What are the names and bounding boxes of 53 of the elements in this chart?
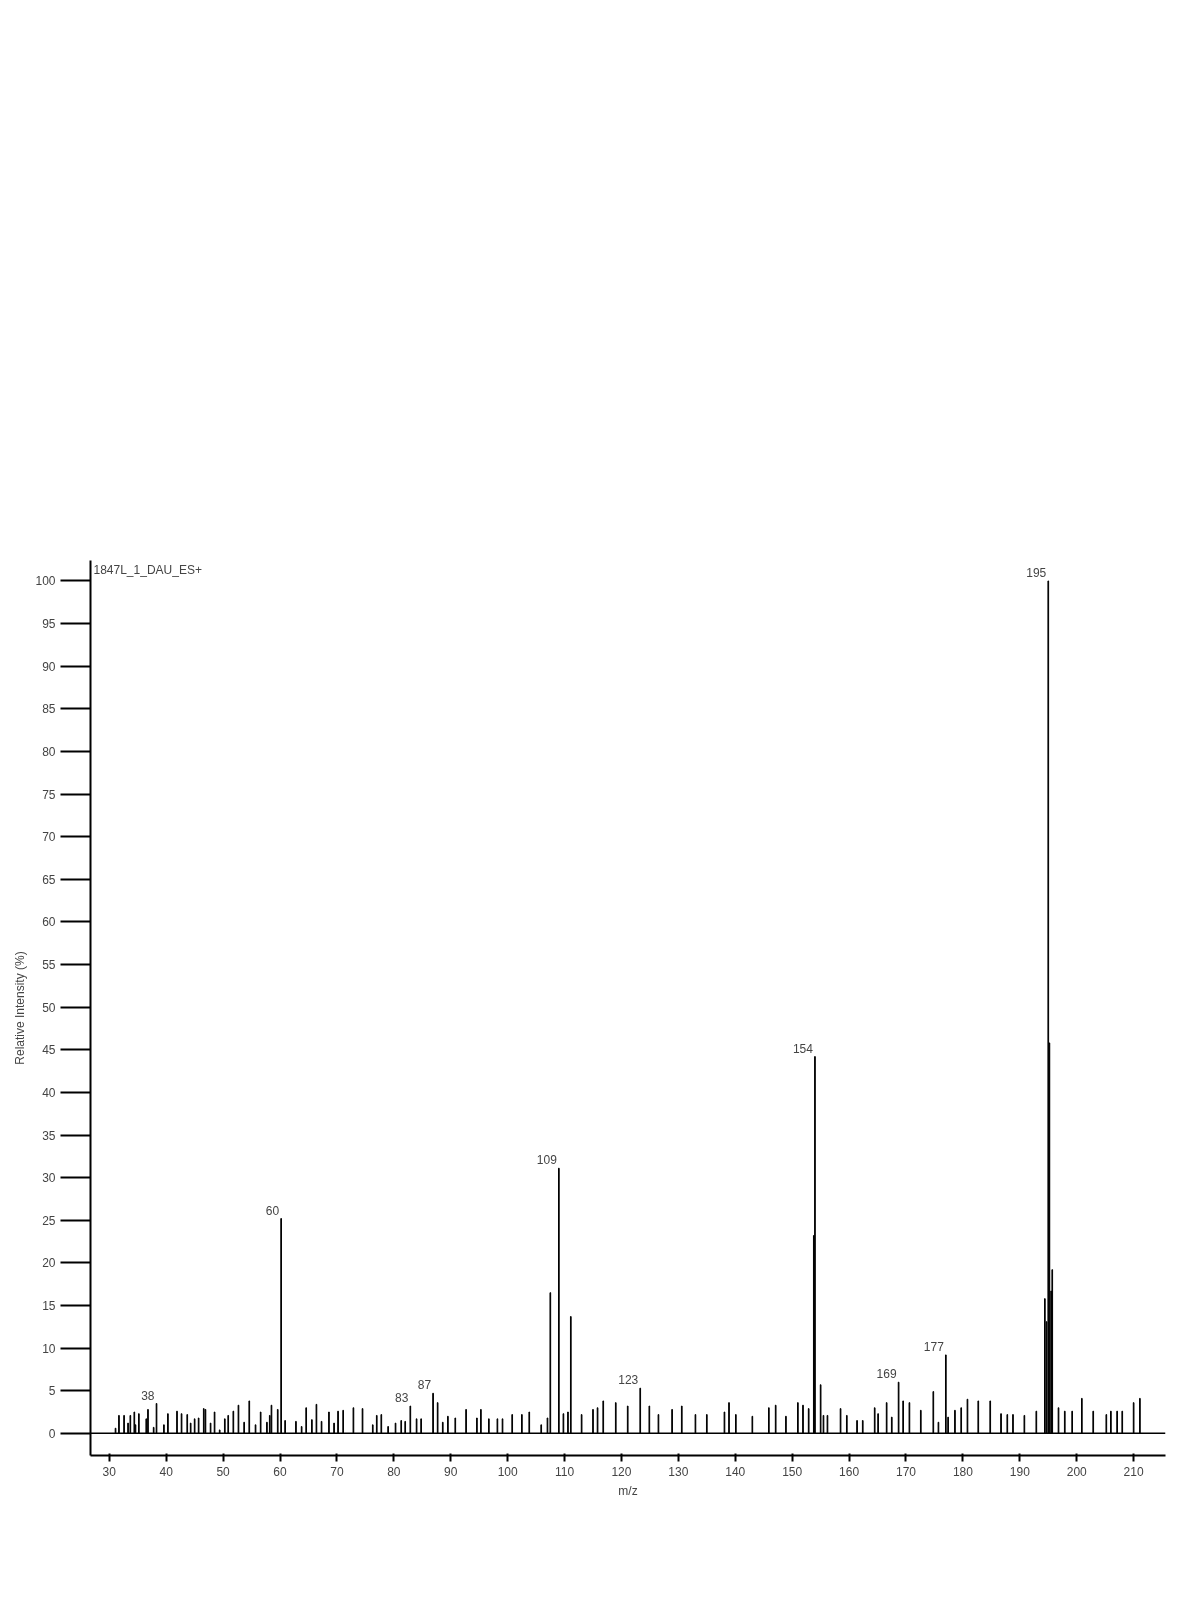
x-tick-label: 30 — [102, 1464, 117, 1479]
y-tick-label: 35 — [42, 1128, 56, 1143]
y-tick-label: 15 — [42, 1298, 56, 1313]
x-tick-label: 80 — [387, 1464, 401, 1479]
x-tick-label: 210 — [1123, 1464, 1144, 1479]
annotation: 109 — [536, 1153, 558, 1168]
x-tick-label: 50 — [216, 1464, 231, 1479]
y-tick-label: 55 — [42, 958, 56, 973]
y-tick-label: 70 — [42, 830, 56, 845]
y-tick-label: 100 — [35, 574, 56, 589]
annotation: 123 — [618, 1373, 639, 1388]
y-tick-label: 0 — [48, 1426, 56, 1441]
y-tick-label: 95 — [42, 617, 56, 632]
x-tick-label: 150 — [782, 1464, 803, 1479]
y-tick-label: 65 — [42, 872, 56, 887]
annotation: 38 — [141, 1388, 155, 1403]
y-tick-label: 80 — [42, 744, 56, 759]
annotation: 169 — [876, 1367, 897, 1382]
x-tick-label: 200 — [1066, 1464, 1088, 1479]
y-tick-label: 60 — [42, 915, 56, 930]
y-tick-label: 5 — [48, 1384, 56, 1399]
annotation: 177 — [923, 1339, 945, 1354]
x-tick-label: 130 — [668, 1464, 689, 1479]
y-tick-label: 50 — [42, 1000, 56, 1015]
y-tick-label: 75 — [42, 787, 56, 802]
y-tick-label: 90 — [42, 659, 56, 674]
annotation: 60 — [265, 1203, 280, 1218]
x-tick-label: 170 — [895, 1464, 917, 1479]
y-tick-label: 25 — [42, 1213, 56, 1228]
x-tick-label: 180 — [952, 1464, 974, 1479]
x-tick-label: 160 — [839, 1464, 860, 1479]
y-tick-label: 85 — [42, 702, 56, 717]
y-tick-label: 40 — [42, 1085, 56, 1100]
annotation: 195 — [1026, 565, 1047, 580]
annotation: 154 — [792, 1041, 814, 1056]
x-tick-label: 70 — [330, 1464, 344, 1479]
y-axis-title: Relative Intensity (%) — [13, 951, 28, 1065]
x-tick-label: 60 — [273, 1464, 288, 1479]
x-tick-label: 140 — [725, 1464, 746, 1479]
x-tick-label: 120 — [611, 1464, 632, 1479]
x-tick-label: 100 — [497, 1464, 518, 1479]
x-tick-label: 90 — [444, 1464, 458, 1479]
y-tick-label: 30 — [42, 1171, 56, 1186]
x-axis-title: m/z — [618, 1483, 638, 1498]
annotation: 83 — [394, 1391, 409, 1406]
y-tick-label: 20 — [42, 1256, 56, 1271]
chart-title: 1847L_1_DAU_ES+ — [93, 562, 202, 577]
annotation: 87 — [417, 1378, 432, 1393]
y-tick-label: 10 — [42, 1341, 56, 1356]
x-tick-label: 110 — [554, 1464, 575, 1479]
y-tick-label: 45 — [42, 1043, 56, 1058]
x-tick-label: 190 — [1009, 1464, 1031, 1479]
x-tick-label: 40 — [159, 1464, 174, 1479]
